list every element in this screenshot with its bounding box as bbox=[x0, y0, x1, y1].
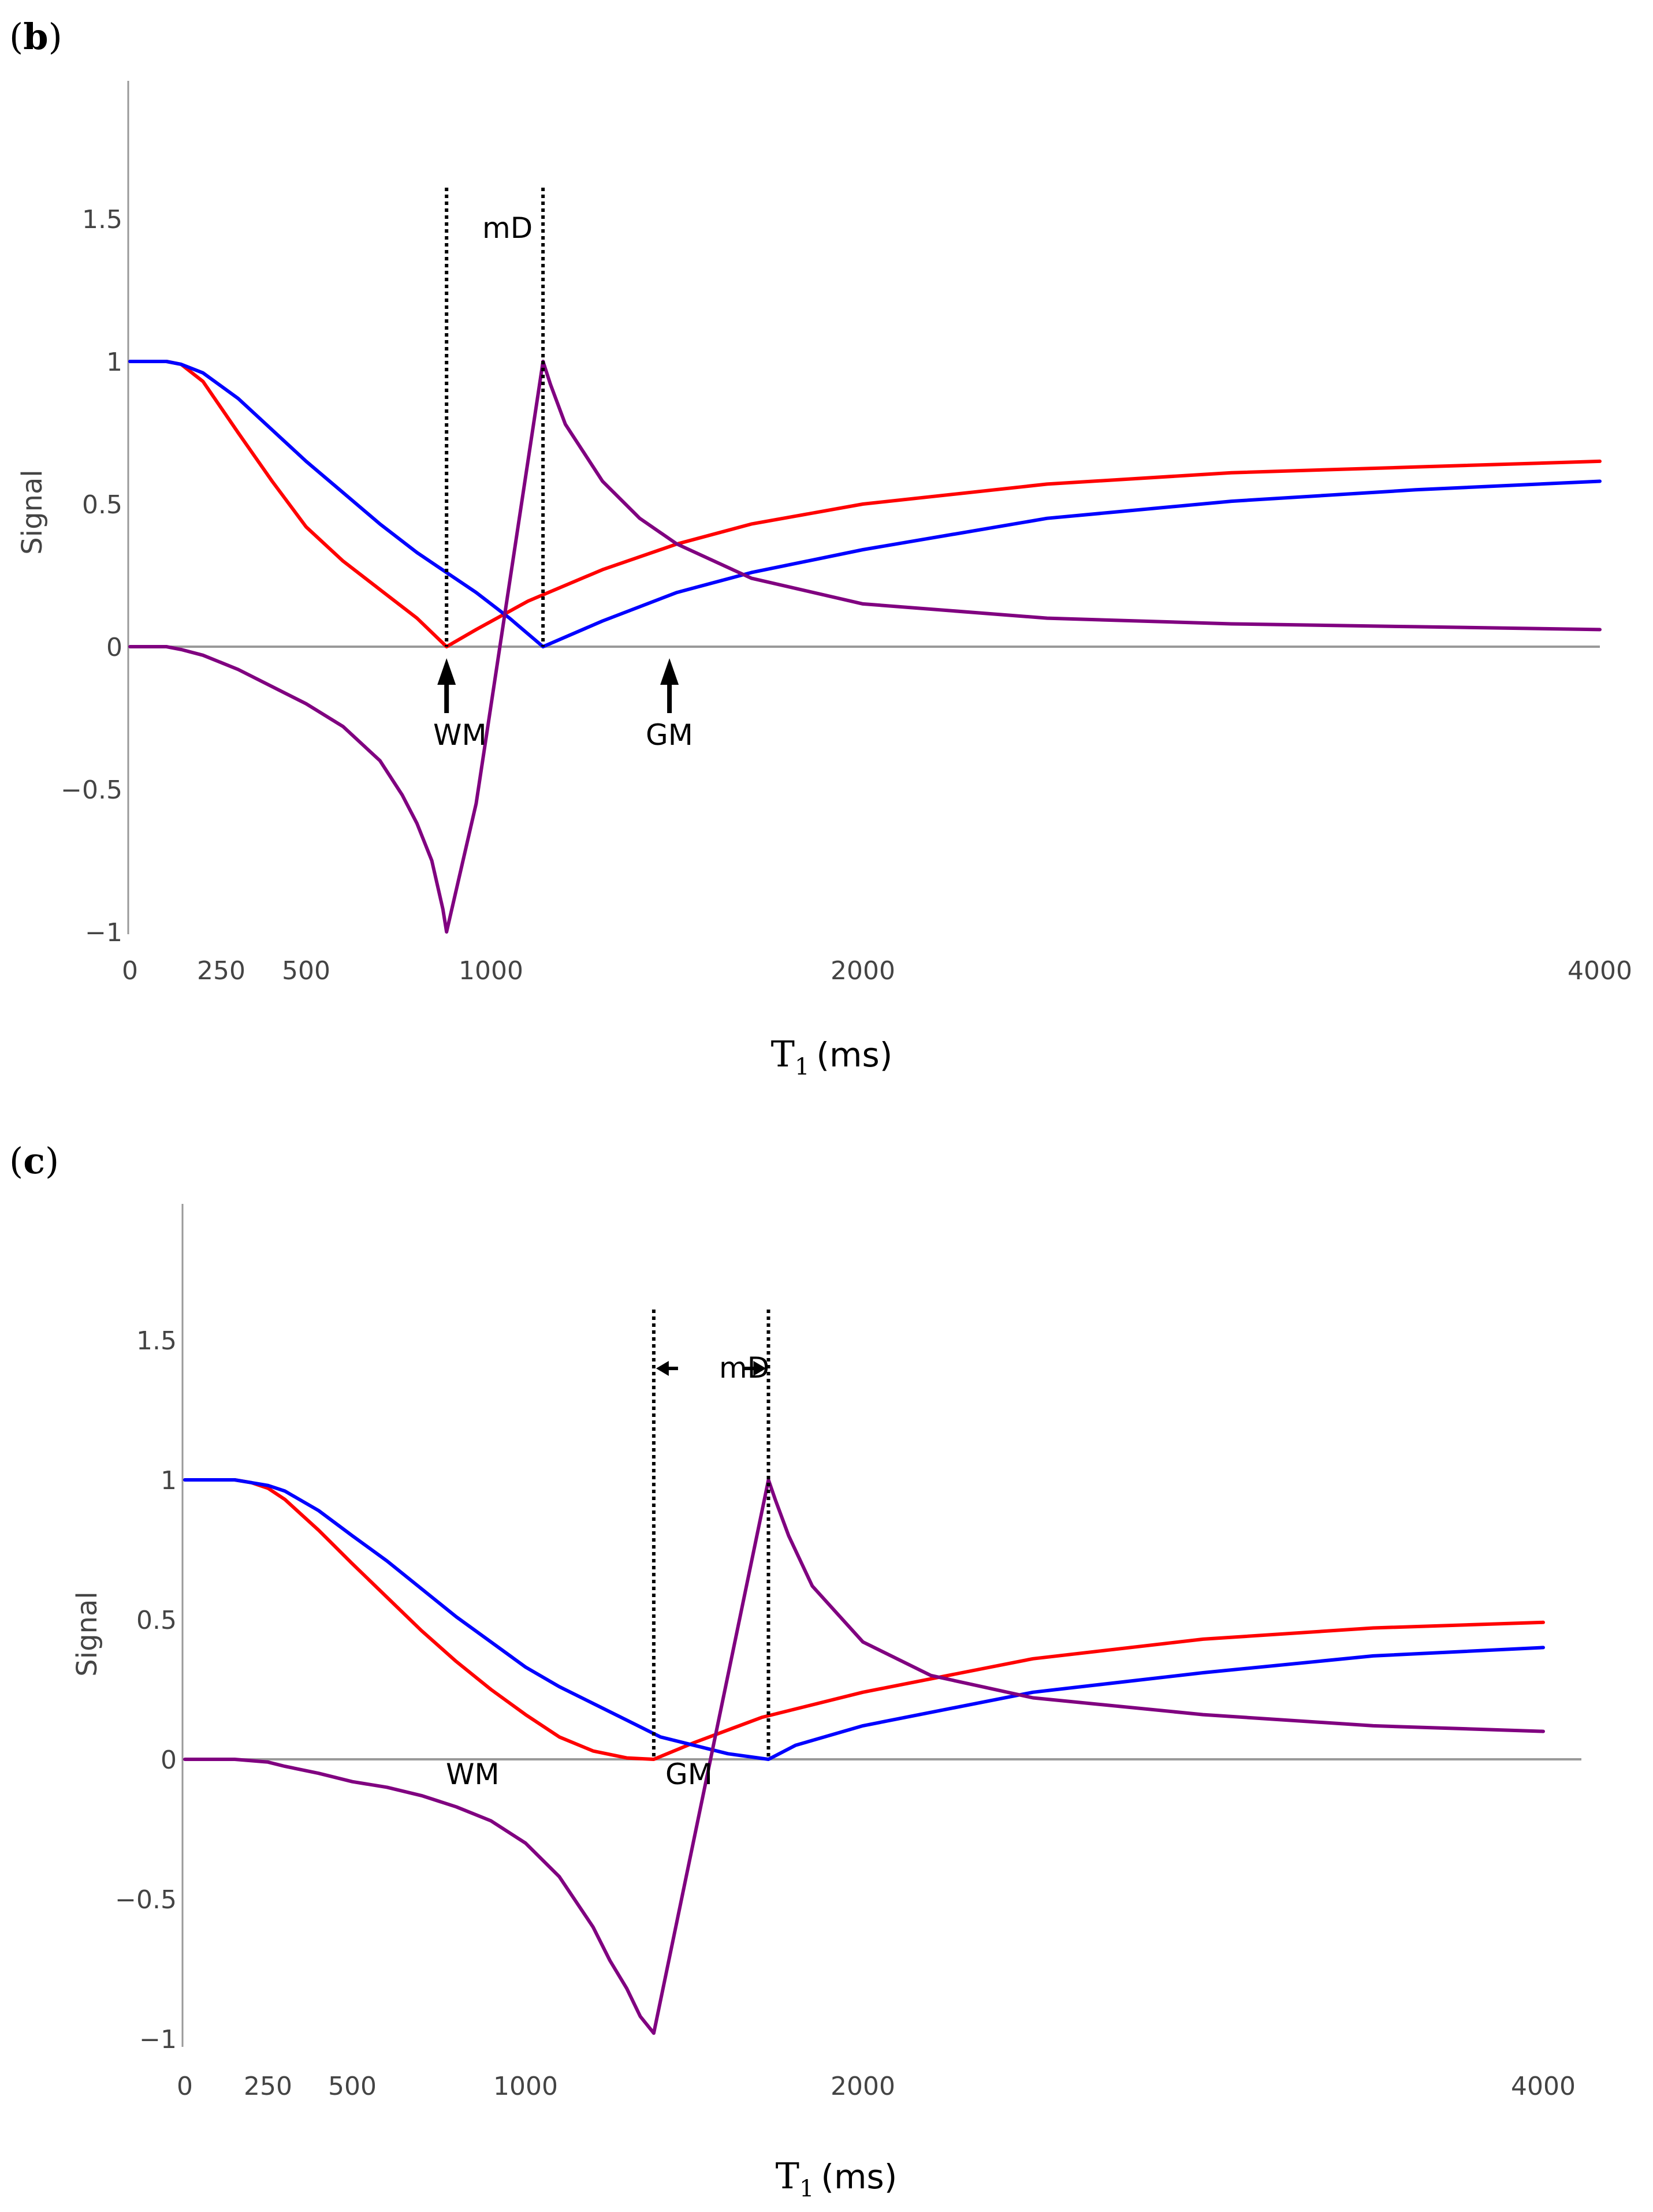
y-tick-label: −1 bbox=[139, 2025, 177, 2054]
panel-c-label: (c) bbox=[9, 1140, 59, 1182]
panel-b-gm-arrow-icon bbox=[660, 658, 679, 713]
arrow-head bbox=[656, 1361, 669, 1376]
panel-b-wm-label: WM bbox=[433, 718, 487, 752]
panel-b-axes bbox=[127, 81, 1600, 934]
y-tick-label: 1.5 bbox=[82, 205, 122, 234]
x-tick-label: 250 bbox=[197, 956, 245, 986]
panel-b-mD-label: mD bbox=[482, 211, 533, 245]
y-tick-label: 0.5 bbox=[82, 490, 122, 520]
panel-c-y-axis-title: Signal bbox=[71, 1591, 103, 1676]
panel-c-series bbox=[183, 1478, 1545, 2035]
x-tick-label: 250 bbox=[244, 2072, 292, 2101]
series-line-blue bbox=[183, 1478, 1545, 1761]
x-tick-label: 500 bbox=[328, 2072, 377, 2101]
panel-c-ticks: 1.510.50−0.5−10 250 500 1000 2000 4000 bbox=[115, 1326, 1576, 2101]
series-line-purple bbox=[183, 1478, 1545, 2035]
y-tick-label: 1.5 bbox=[136, 1326, 177, 1356]
panel-b-mD-lines bbox=[445, 188, 545, 647]
panel-b-ticks: 1.510.50−0.5−10 250 500 1000 2000 4000 bbox=[61, 205, 1632, 986]
panel-c-x-axis-title: T1 (ms) bbox=[776, 2155, 898, 2202]
panel-c-gm-label: GM bbox=[665, 1758, 713, 1791]
panel-c: (c) 1.510.50−0.5−10 250 500 1000 2000 4000 Si… bbox=[9, 1140, 1581, 2202]
x-tick-label: 4000 bbox=[1568, 956, 1632, 986]
panel-c-mD-lines bbox=[651, 1310, 770, 1759]
x-tick-label: 2000 bbox=[831, 956, 895, 986]
panel-c-wm-label: WM bbox=[446, 1758, 500, 1791]
arrow-head bbox=[660, 658, 679, 685]
panel-b-x-axis-title: T1 (ms) bbox=[771, 1033, 893, 1080]
arrow-head bbox=[753, 1361, 766, 1376]
panel-b-gm-label: GM bbox=[646, 718, 693, 752]
y-tick-label: 0 bbox=[161, 1745, 177, 1775]
y-tick-label: 0.5 bbox=[136, 1606, 177, 1635]
panel-b: (b) 1.510.50−0.5−10 250 500 1000 2000 4000 Si… bbox=[9, 16, 1632, 1080]
x-tick-label: 4000 bbox=[1511, 2072, 1576, 2101]
panel-c-axes bbox=[181, 1204, 1581, 2047]
arrow-head bbox=[437, 658, 456, 685]
panel-c-mD-label: mD bbox=[719, 1351, 769, 1385]
x-tick-label: 0 bbox=[177, 2072, 193, 2101]
y-tick-label: 1 bbox=[161, 1466, 177, 1495]
panel-b-label: (b) bbox=[9, 16, 62, 58]
panel-b-y-axis-title: Signal bbox=[16, 469, 49, 554]
x-tick-label: 1000 bbox=[493, 2072, 558, 2101]
y-tick-label: −0.5 bbox=[61, 775, 122, 805]
x-tick-label: 2000 bbox=[831, 2072, 895, 2101]
series-line-blue bbox=[128, 360, 1602, 648]
y-tick-label: 0 bbox=[106, 633, 122, 662]
x-tick-label: 500 bbox=[282, 956, 330, 986]
panel-c-mD-arrows-icon bbox=[656, 1361, 766, 1376]
y-tick-label: 1 bbox=[106, 348, 122, 377]
panel-b-wm-arrow-icon bbox=[437, 658, 456, 713]
series-line-red bbox=[183, 1478, 1545, 1761]
y-tick-label: −1 bbox=[85, 918, 122, 948]
x-tick-label: 1000 bbox=[459, 956, 523, 986]
x-tick-label: 0 bbox=[122, 956, 138, 986]
y-tick-label: −0.5 bbox=[115, 1885, 177, 1915]
series-line-purple bbox=[128, 360, 1602, 934]
